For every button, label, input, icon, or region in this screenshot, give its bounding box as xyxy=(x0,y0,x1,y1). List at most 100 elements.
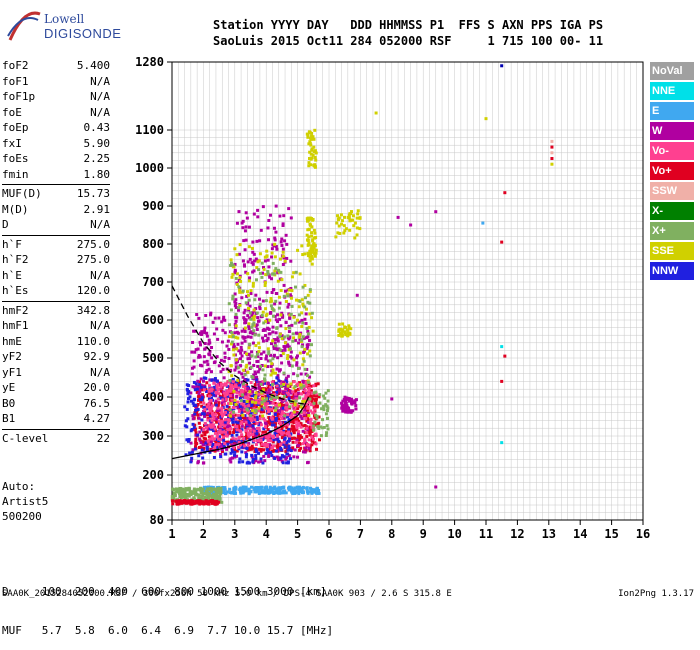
echo-point xyxy=(276,348,280,352)
echo-point xyxy=(276,356,280,360)
echo-point xyxy=(310,391,314,395)
echo-point xyxy=(239,422,243,426)
echo-point xyxy=(233,247,237,251)
echo-point xyxy=(277,391,281,395)
echo-point xyxy=(348,332,352,336)
echo-point xyxy=(311,397,315,401)
echo-point xyxy=(207,497,211,501)
echo-point xyxy=(286,460,290,464)
echo-point xyxy=(276,320,280,324)
echo-point xyxy=(229,427,233,431)
echo-point xyxy=(284,450,288,454)
echo-point xyxy=(244,225,248,229)
echo-point xyxy=(263,283,267,287)
echo-point xyxy=(264,299,268,303)
echo-point xyxy=(295,361,299,365)
echo-point xyxy=(259,410,263,414)
echo-point xyxy=(272,346,276,350)
echo-point xyxy=(202,412,206,416)
echo-point xyxy=(220,406,224,410)
echo-point xyxy=(352,224,356,228)
echo-point xyxy=(286,384,290,388)
echo-point xyxy=(264,307,268,311)
echo-point xyxy=(265,354,269,358)
echo-point xyxy=(294,440,298,444)
echo-point xyxy=(216,397,220,401)
echo-point xyxy=(289,350,293,354)
echo-point xyxy=(310,254,314,258)
echo-point xyxy=(240,388,244,392)
echo-point xyxy=(257,423,261,427)
param-value: 5.90 xyxy=(83,136,111,150)
echo-point xyxy=(340,222,344,226)
echo-point xyxy=(434,210,438,214)
ionogram-chart: 1 2 3 4 5 6 7 8 9 10 11 12 13 14 15 1680200300400500600… xyxy=(135,55,650,541)
echo-point xyxy=(315,416,319,420)
echo-point xyxy=(269,397,273,401)
echo-point xyxy=(203,408,207,412)
echo-point xyxy=(312,424,316,428)
echo-point xyxy=(194,382,198,386)
echo-point xyxy=(286,439,290,443)
echo-point xyxy=(235,394,239,398)
echo-point xyxy=(246,397,250,401)
echo-point xyxy=(230,393,234,397)
echo-point xyxy=(275,455,279,459)
echo-point xyxy=(221,489,225,493)
echo-point xyxy=(213,377,217,381)
x-tick-label: 8 xyxy=(388,527,395,541)
echo-point xyxy=(268,432,272,436)
echo-point xyxy=(310,491,314,495)
echo-point xyxy=(248,276,252,280)
echo-point xyxy=(270,251,274,255)
echo-point xyxy=(285,381,289,385)
echo-point xyxy=(252,308,256,312)
echo-point xyxy=(270,380,274,384)
echo-point xyxy=(232,417,236,421)
echo-point xyxy=(285,395,289,399)
echo-point xyxy=(349,210,353,214)
echo-point xyxy=(287,488,291,492)
echo-point xyxy=(246,393,250,397)
echo-point xyxy=(223,318,227,322)
echo-point xyxy=(270,417,274,421)
echo-point xyxy=(283,345,287,349)
echo-point xyxy=(313,128,317,132)
echo-point xyxy=(301,343,305,347)
param-row: hmF1 N/A xyxy=(2,318,110,334)
echo-point xyxy=(195,407,199,411)
echo-point xyxy=(220,411,224,415)
echo-point xyxy=(306,352,310,356)
echo-point xyxy=(312,150,316,154)
echo-point xyxy=(205,334,209,338)
echo-point xyxy=(217,316,221,320)
echo-point xyxy=(197,398,201,402)
echo-point xyxy=(252,429,256,433)
echo-point xyxy=(317,489,321,493)
echo-point xyxy=(202,409,206,413)
echo-point xyxy=(278,348,282,352)
param-label: yE xyxy=(2,381,16,394)
echo-point xyxy=(251,270,255,274)
echo-point xyxy=(266,402,270,406)
echo-point xyxy=(280,334,284,338)
echo-point xyxy=(234,319,238,323)
echo-point xyxy=(219,438,223,442)
echo-point xyxy=(295,354,299,358)
echo-point xyxy=(211,320,215,324)
param-value: 20.0 xyxy=(83,381,111,394)
echo-point xyxy=(302,384,306,388)
echo-point xyxy=(229,457,233,461)
echo-point xyxy=(275,326,279,330)
echo-point xyxy=(308,375,312,379)
echo-point xyxy=(276,402,280,406)
echo-point xyxy=(300,311,304,315)
echo-point xyxy=(278,444,282,448)
echo-point xyxy=(249,414,253,418)
echo-point xyxy=(249,428,253,432)
echo-point xyxy=(273,456,277,460)
echo-point xyxy=(243,416,247,420)
echo-point xyxy=(279,442,283,446)
echo-point xyxy=(254,456,258,460)
echo-point xyxy=(326,389,330,393)
